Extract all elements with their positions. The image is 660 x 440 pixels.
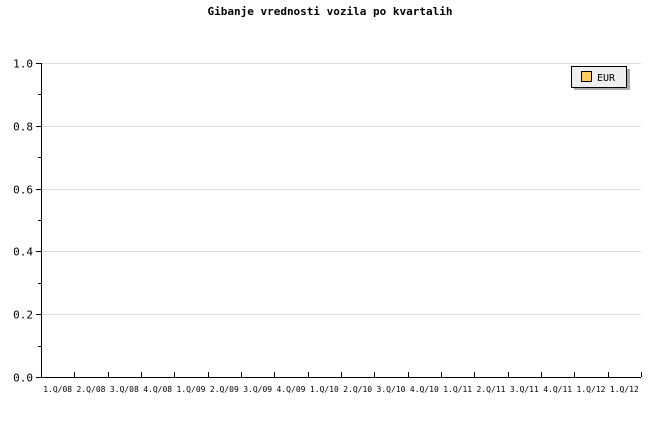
y-tick-label: 0.6 xyxy=(13,184,33,197)
x-tick-label: 1.Q/11 xyxy=(443,385,472,394)
x-tick-label: 1.Q/12 xyxy=(577,385,606,394)
legend-swatch xyxy=(581,71,592,82)
x-tick-label: 4.Q/11 xyxy=(543,385,572,394)
x-tick-label: 4.Q/09 xyxy=(277,385,306,394)
y-tick-label: 0.2 xyxy=(13,309,33,322)
chart-title: Gibanje vrednosti vozila po kvartalih xyxy=(207,5,452,18)
legend: EUR xyxy=(571,66,630,90)
y-tick-label: 0.4 xyxy=(13,246,33,259)
x-tick-label: 1.Q/09 xyxy=(177,385,206,394)
y-tick-label: 0.8 xyxy=(13,121,33,134)
legend-label: EUR xyxy=(597,73,616,84)
x-tick-label: 1.Q/08 xyxy=(43,385,72,394)
x-tick-label: 3.Q/11 xyxy=(510,385,539,394)
x-tick-label: 2.Q/08 xyxy=(77,385,106,394)
x-tick-label: 2.Q/11 xyxy=(477,385,506,394)
x-tick-label: 2.Q/10 xyxy=(343,385,372,394)
x-tick-label: 3.Q/08 xyxy=(110,385,139,394)
x-tick-label: 4.Q/10 xyxy=(410,385,439,394)
y-tick-label: 0.0 xyxy=(13,372,33,385)
x-tick-label: 2.Q/09 xyxy=(210,385,239,394)
x-tick-label: 1.Q/12 xyxy=(610,385,639,394)
x-tick-label: 1.Q/10 xyxy=(310,385,339,394)
x-tick-label: 4.Q/08 xyxy=(143,385,172,394)
y-tick-label: 1.0 xyxy=(13,58,33,71)
x-tick-label: 3.Q/10 xyxy=(377,385,406,394)
x-tick-label: 3.Q/09 xyxy=(243,385,272,394)
